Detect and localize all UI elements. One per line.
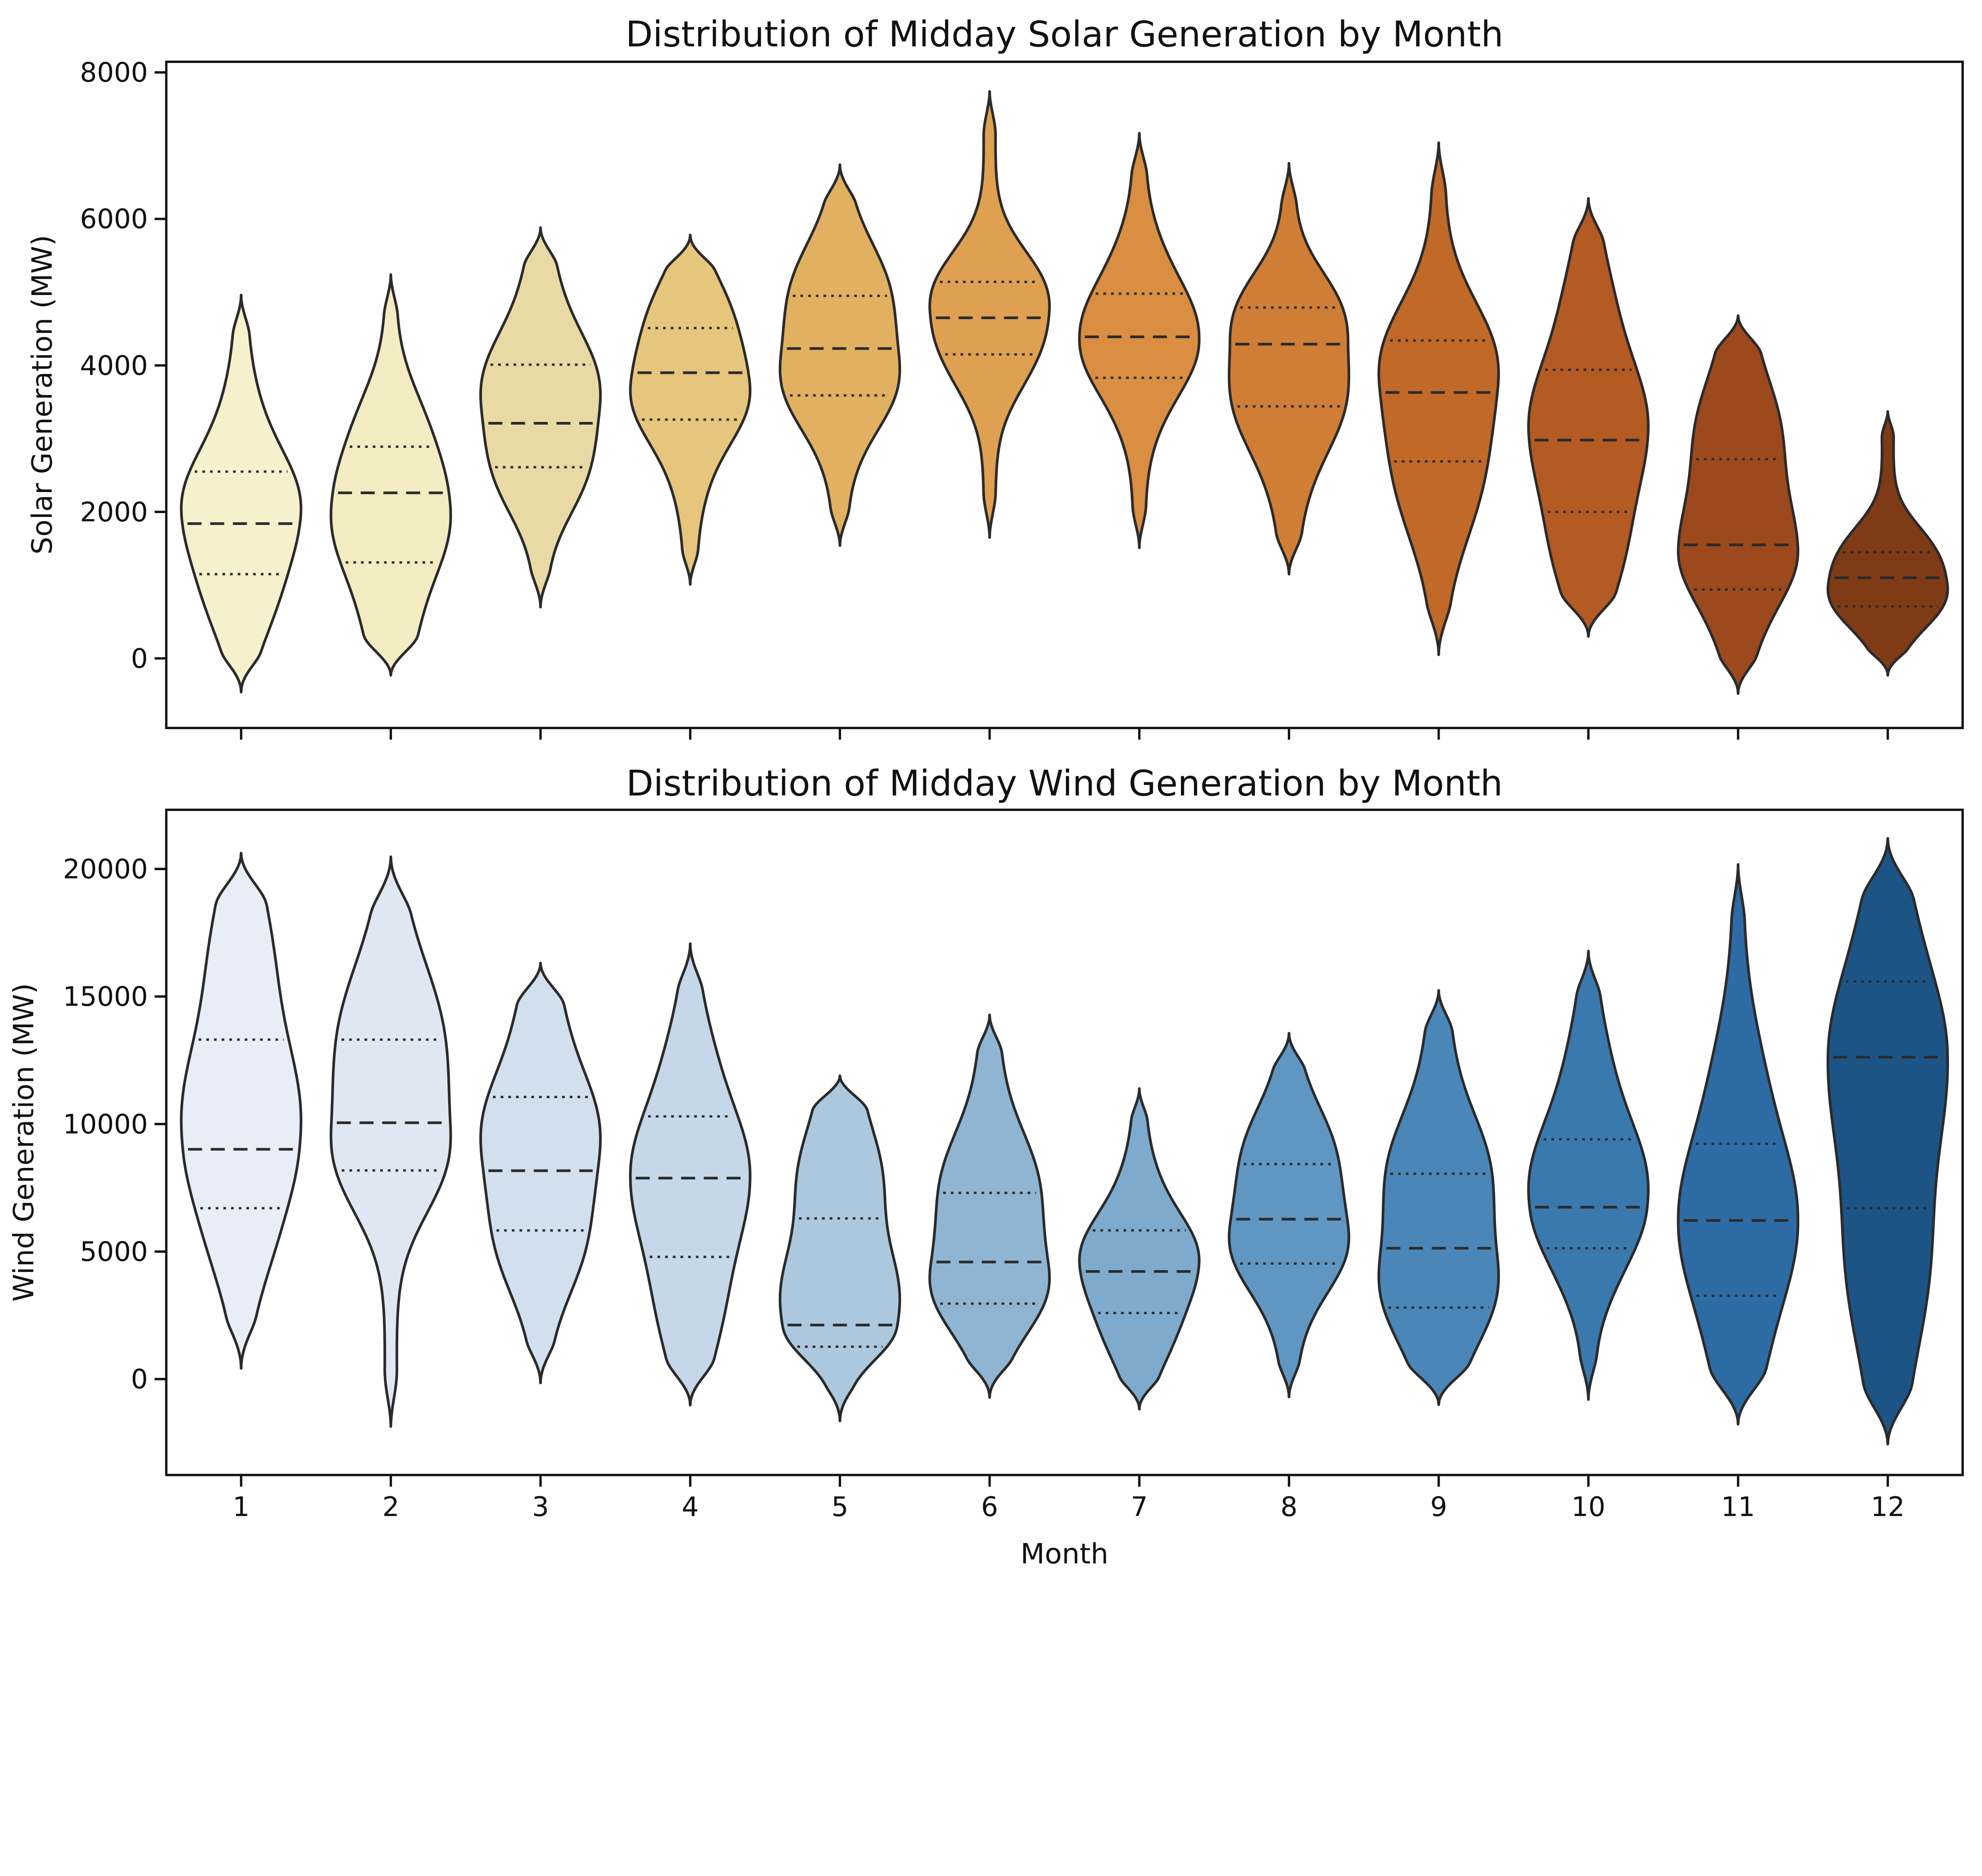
wind-violin-1: [180, 852, 302, 1370]
figure: Distribution of Midday Solar Generation …: [7, 14, 1964, 1570]
xtick-label-4: 4: [682, 1491, 699, 1522]
wind-ylabel: Wind Generation (MW): [7, 983, 40, 1302]
solar-spine: [165, 60, 1964, 729]
wind-violin-11: [1677, 863, 1800, 1426]
solar-violin-6: [928, 90, 1051, 539]
solar-axes: Distribution of Midday Solar Generation …: [26, 14, 1964, 740]
xtick-label-12: 12: [1871, 1491, 1905, 1522]
xtick-label-10: 10: [1571, 1491, 1605, 1522]
xtick-label-7: 7: [1131, 1491, 1148, 1522]
x-axis-label: Month: [1020, 1537, 1108, 1570]
wind-violin-8: [1228, 1032, 1351, 1399]
solar-violin-9: [1377, 141, 1500, 656]
xtick-label-1: 1: [233, 1491, 250, 1522]
xtick-label-11: 11: [1721, 1491, 1755, 1522]
solar-ytick-label-0: 0: [131, 643, 148, 674]
violin-figure-canvas: Distribution of Midday Solar Generation …: [7, 14, 1964, 1570]
xtick-label-3: 3: [532, 1491, 549, 1522]
solar-title: Distribution of Midday Solar Generation …: [626, 14, 1503, 55]
solar-violin-1: [180, 293, 302, 694]
wind-ytick-label-15000: 15000: [63, 981, 148, 1012]
wind-violin-3: [479, 961, 602, 1384]
wind-title: Distribution of Midday Wind Generation b…: [626, 763, 1503, 804]
xtick-label-6: 6: [981, 1491, 998, 1522]
wind-ytick-label-10000: 10000: [63, 1108, 148, 1140]
wind-ytick-label-0: 0: [131, 1363, 148, 1395]
solar-violin-10: [1527, 197, 1650, 638]
solar-ytick-label-8000: 8000: [80, 57, 148, 88]
solar-violin-8: [1228, 162, 1351, 576]
solar-ytick-label-4000: 4000: [80, 350, 148, 381]
xtick-label-9: 9: [1430, 1491, 1447, 1522]
xtick-label-2: 2: [382, 1491, 399, 1522]
wind-violin-6: [928, 1013, 1051, 1399]
solar-ytick-label-2000: 2000: [80, 496, 148, 528]
wind-violin-4: [629, 942, 752, 1407]
solar-ytick-label-6000: 6000: [80, 203, 148, 235]
xtick-label-8: 8: [1280, 1491, 1297, 1522]
wind-violin-12: [1826, 837, 1949, 1446]
wind-violin-5: [779, 1074, 901, 1422]
wind-violin-2: [329, 855, 452, 1428]
wind-violin-9: [1377, 989, 1500, 1406]
solar-violin-3: [479, 226, 602, 609]
wind-axes: Distribution of Midday Wind Generation b…: [7, 763, 1964, 1570]
wind-ytick-label-5000: 5000: [80, 1236, 148, 1267]
solar-violin-12: [1826, 410, 1949, 677]
wind-ytick-label-20000: 20000: [63, 853, 148, 884]
solar-violin-11: [1677, 314, 1800, 695]
wind-violin-10: [1527, 949, 1650, 1401]
solar-violin-2: [329, 273, 452, 677]
solar-violin-7: [1078, 132, 1201, 549]
solar-violin-5: [779, 163, 901, 547]
xtick-label-5: 5: [831, 1491, 848, 1522]
wind-spine: [165, 808, 1964, 1476]
wind-violin-7: [1078, 1087, 1201, 1411]
solar-ylabel: Solar Generation (MW): [26, 235, 59, 555]
solar-violin-4: [629, 234, 752, 586]
